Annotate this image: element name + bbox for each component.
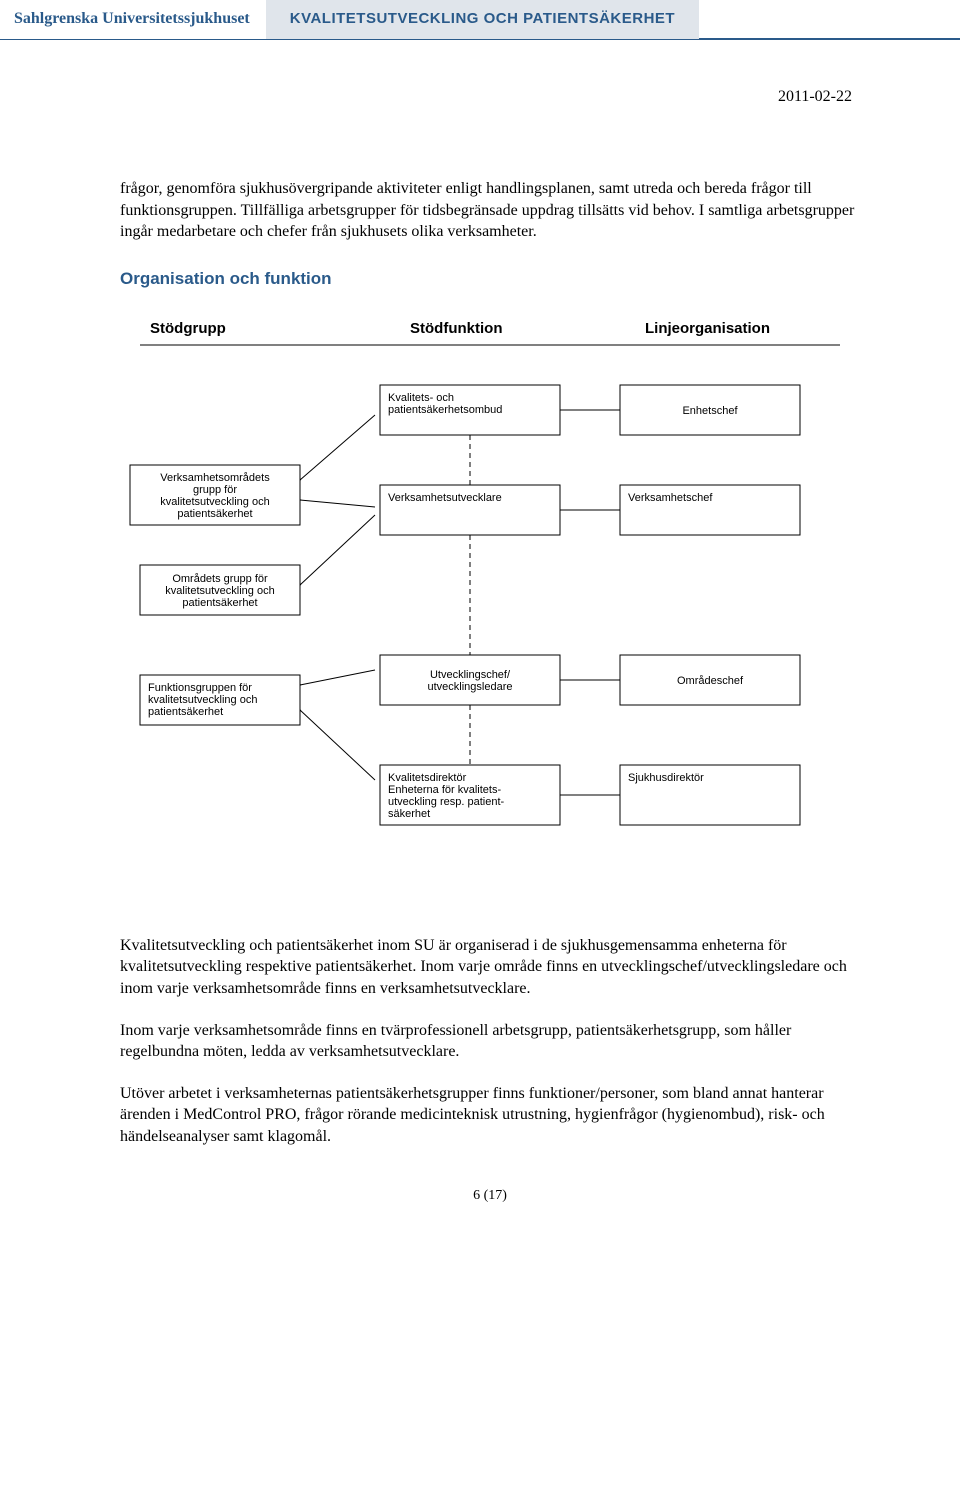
diagram-col-header: Linjeorganisation bbox=[645, 320, 770, 337]
org-diagram-svg: Stödgrupp Stödfunktion Linjeorganisation Kv… bbox=[120, 315, 860, 895]
svg-text:Enhetschef: Enhetschef bbox=[682, 405, 738, 417]
diagram-node: Områdets grupp förkvalitetsutveckling oc… bbox=[140, 565, 300, 615]
svg-text:utveckling resp. patient-: utveckling resp. patient- bbox=[388, 796, 505, 808]
svg-text:Kvalitetsdirektör: Kvalitetsdirektör bbox=[388, 772, 467, 784]
diagram-node: Områdeschef bbox=[620, 655, 800, 705]
svg-text:Kvalitets- och: Kvalitets- och bbox=[388, 392, 454, 404]
svg-text:patientsäkerhet: patientsäkerhet bbox=[177, 508, 252, 520]
diagram-node: Verksamhetsutvecklare bbox=[380, 485, 560, 535]
page-footer: 6 (17) bbox=[120, 1188, 860, 1204]
diagram-node: Kvalitets- ochpatientsäkerhetsombud bbox=[380, 385, 560, 435]
svg-text:utvecklingsledare: utvecklingsledare bbox=[428, 681, 513, 693]
svg-text:kvalitetsutveckling och: kvalitetsutveckling och bbox=[160, 496, 269, 508]
svg-text:patientsäkerhet: patientsäkerhet bbox=[182, 597, 257, 609]
diagram-node: Verksamhetsområdetsgrupp förkvalitetsutv… bbox=[130, 465, 300, 525]
body-paragraph-2: Kvalitetsutveckling och patientsäkerhet … bbox=[120, 935, 860, 1000]
diagram-node: KvalitetsdirektörEnheterna för kvalitets… bbox=[380, 765, 560, 825]
svg-text:patientsäkerhetsombud: patientsäkerhetsombud bbox=[388, 404, 502, 416]
document-date: 2011-02-22 bbox=[120, 88, 860, 106]
diagram-node: Enhetschef bbox=[620, 385, 800, 435]
org-diagram: Stödgrupp Stödfunktion Linjeorganisation Kv… bbox=[120, 315, 860, 895]
svg-text:kvalitetsutveckling och: kvalitetsutveckling och bbox=[165, 585, 274, 597]
diagram-col-header: Stödgrupp bbox=[150, 320, 226, 337]
svg-text:kvalitetsutveckling och: kvalitetsutveckling och bbox=[148, 694, 257, 706]
svg-text:Funktionsgruppen för: Funktionsgruppen för bbox=[148, 682, 252, 694]
page-content: 2011-02-22 frågor, genomföra sjukhusöver… bbox=[0, 40, 960, 1252]
svg-text:Verksamhetschef: Verksamhetschef bbox=[628, 492, 713, 504]
svg-text:säkerhet: säkerhet bbox=[388, 808, 430, 820]
diagram-node: Verksamhetschef bbox=[620, 485, 800, 535]
svg-text:Verksamhetsområdets: Verksamhetsområdets bbox=[160, 472, 270, 484]
diagram-node: Funktionsgruppen förkvalitetsutveckling … bbox=[140, 675, 300, 725]
intro-paragraph: frågor, genomföra sjukhusövergripande ak… bbox=[120, 178, 860, 243]
diagram-col-header: Stödfunktion bbox=[410, 320, 502, 337]
header-section-title: KVALITETSUTVECKLING OCH PATIENTSÄKERHET bbox=[266, 0, 699, 39]
page-header: Sahlgrenska Universitetssjukhuset KVALIT… bbox=[0, 0, 960, 40]
svg-text:Sjukhusdirektör: Sjukhusdirektör bbox=[628, 772, 704, 784]
svg-text:patientsäkerhet: patientsäkerhet bbox=[148, 706, 223, 718]
body-paragraph-3: Inom varje verksamhetsområde finns en tv… bbox=[120, 1020, 860, 1063]
svg-text:Enheterna för kvalitets-: Enheterna för kvalitets- bbox=[388, 784, 501, 796]
svg-text:Verksamhetsutvecklare: Verksamhetsutvecklare bbox=[388, 492, 502, 504]
diagram-node: Sjukhusdirektör bbox=[620, 765, 800, 825]
svg-text:grupp för: grupp för bbox=[193, 484, 237, 496]
diagram-node: Utvecklingschef/utvecklingsledare bbox=[380, 655, 560, 705]
body-paragraph-4: Utöver arbetet i verksamheternas patient… bbox=[120, 1083, 860, 1148]
org-heading: Organisation och funktion bbox=[120, 269, 860, 289]
header-org-name: Sahlgrenska Universitetssjukhuset bbox=[0, 0, 266, 39]
svg-text:Utvecklingschef/: Utvecklingschef/ bbox=[430, 669, 511, 681]
svg-text:Områdets grupp för: Områdets grupp för bbox=[172, 573, 268, 585]
svg-text:Områdeschef: Områdeschef bbox=[677, 675, 744, 687]
